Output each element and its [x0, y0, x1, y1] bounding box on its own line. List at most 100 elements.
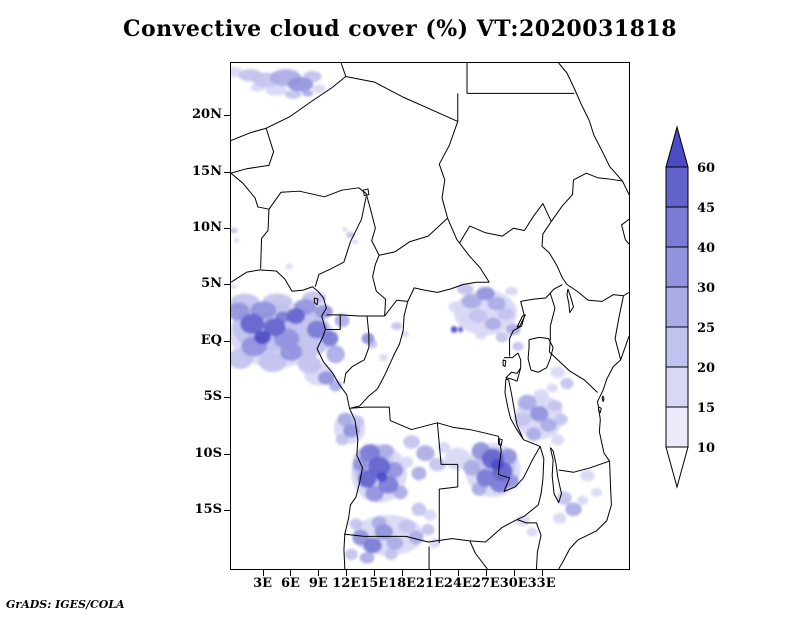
- lat-tick-label: 15N: [192, 163, 222, 179]
- country-border: [315, 197, 366, 287]
- country-border: [467, 63, 574, 93]
- cloud-blob: [318, 371, 335, 385]
- cloud-blob: [579, 470, 595, 482]
- cloud-blob: [463, 459, 480, 476]
- country-border: [341, 63, 458, 121]
- cloud-blob: [505, 323, 521, 336]
- cloud-blob: [533, 389, 549, 401]
- cloud-blob: [334, 313, 350, 328]
- country-border: [559, 336, 629, 569]
- lon-tick-mark: [262, 570, 264, 576]
- colorbar-label: 25: [697, 321, 715, 336]
- country-border: [517, 315, 525, 327]
- cloud-blob: [400, 456, 414, 468]
- cloud-blob: [504, 286, 518, 296]
- lat-tick-mark: [224, 340, 230, 342]
- lat-tick-mark: [224, 171, 230, 173]
- colorbar-segment: [665, 125, 689, 168]
- country-border: [503, 360, 506, 367]
- lat-tick-mark: [224, 453, 230, 455]
- cloud-blob: [529, 405, 549, 422]
- cloud-blob: [560, 377, 574, 390]
- map-canvas: [231, 63, 629, 569]
- country-border: [598, 407, 601, 413]
- colorbar-segment: [665, 326, 689, 368]
- cloud-blob: [411, 466, 427, 481]
- cloud-blob: [240, 313, 265, 334]
- country-border: [363, 189, 369, 196]
- country-border: [551, 173, 622, 221]
- lon-tick-label: 6E: [280, 576, 300, 591]
- cloud-blob: [376, 471, 388, 482]
- lon-tick-label: 30E: [499, 576, 528, 591]
- cloud-blob: [416, 445, 435, 462]
- cloud-blob: [384, 548, 398, 561]
- cloud-blob: [233, 238, 240, 243]
- country-border: [559, 461, 610, 472]
- cloud-blob: [491, 458, 505, 471]
- cloud-blob: [306, 320, 328, 339]
- colorbar-label: 60: [697, 161, 715, 176]
- cloud-blob: [231, 227, 238, 234]
- cloud-blob: [254, 330, 271, 345]
- cloud-blob: [285, 263, 294, 270]
- cloud-blob: [429, 457, 446, 472]
- lon-tick-label: 12E: [332, 576, 361, 591]
- country-border: [470, 541, 488, 569]
- cloud-blob: [297, 355, 322, 374]
- country-border: [567, 289, 573, 313]
- cloud-blob: [512, 341, 524, 351]
- country-border: [470, 520, 541, 569]
- cloud-blob: [429, 538, 441, 549]
- colorbar-segment: [665, 446, 689, 489]
- colorbar-segment: [665, 246, 689, 288]
- country-border: [344, 534, 470, 542]
- grads-attribution: GrADS: IGES/COLA: [6, 598, 125, 611]
- cloud-blob: [551, 434, 565, 446]
- cloud-blob: [287, 77, 314, 92]
- country-border: [326, 315, 384, 316]
- country-border: [231, 173, 269, 269]
- cloud-blob: [421, 524, 435, 536]
- lat-tick-mark: [224, 227, 230, 229]
- cloud-blob: [357, 470, 377, 489]
- country-border: [231, 128, 274, 173]
- cloud-blob: [437, 441, 451, 454]
- cloud-blob: [344, 548, 358, 561]
- cloud-blob: [565, 502, 582, 517]
- country-border: [615, 296, 623, 360]
- country-border: [344, 316, 369, 383]
- cloud-blob: [314, 304, 333, 319]
- colorbar-label: 45: [697, 201, 715, 216]
- lon-tick-label: 33E: [527, 576, 556, 591]
- country-border: [326, 315, 340, 330]
- lon-tick-mark: [485, 570, 487, 576]
- cloud-blob: [365, 485, 384, 502]
- cloud-blob: [379, 354, 389, 361]
- lat-tick-label: 15S: [194, 502, 222, 518]
- country-border: [231, 76, 346, 140]
- plot-title: Convective cloud cover (%) VT:2020031818: [122, 16, 678, 42]
- lon-tick-label: 18E: [388, 576, 417, 591]
- cloud-blob: [500, 448, 518, 465]
- country-border: [549, 352, 597, 392]
- cloud-blob: [302, 89, 314, 97]
- cloud-blob: [361, 332, 375, 345]
- cloud-blob: [359, 552, 375, 564]
- cloud-blob: [457, 326, 464, 333]
- country-border: [379, 218, 447, 255]
- country-border: [439, 121, 458, 218]
- country-border: [528, 337, 553, 372]
- country-border: [439, 464, 458, 543]
- colorbar-legend: 10 15 20 25 30 40 45 60: [664, 125, 734, 497]
- cloud-blob: [286, 308, 306, 324]
- colorbar-label: 20: [697, 361, 715, 376]
- country-border: [602, 396, 604, 402]
- colorbar-label: 15: [697, 401, 715, 416]
- lon-tick-label: 24E: [443, 576, 472, 591]
- cloud-blob: [265, 84, 288, 96]
- cloud-blob: [423, 509, 437, 521]
- country-border: [448, 218, 490, 282]
- cloud-blob: [349, 518, 363, 530]
- country-border: [510, 285, 563, 357]
